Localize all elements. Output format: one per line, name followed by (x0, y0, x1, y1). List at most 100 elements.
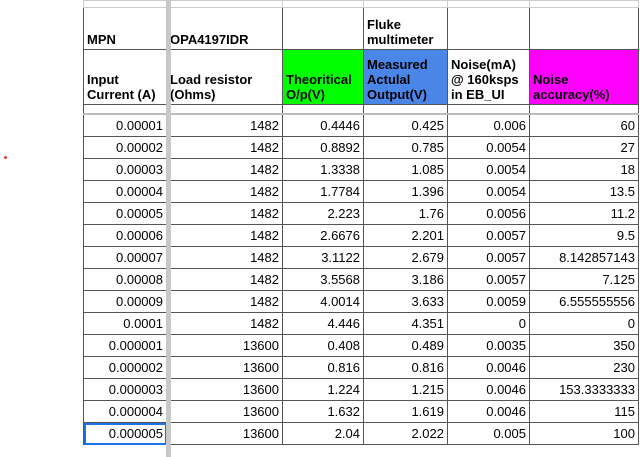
mpn-label[interactable]: MPN (83, 7, 167, 50)
cell-theoretical-output[interactable]: 0.816 (282, 356, 364, 379)
cell-load-resistor[interactable]: 1482 (166, 290, 283, 313)
cell-measured-output[interactable]: 2.201 (363, 224, 448, 247)
cell-noise-accuracy[interactable]: 7.125 (529, 268, 639, 291)
header-noise[interactable]: Noise(mA) @ 160ksps in EB_UI (447, 49, 530, 105)
cell-measured-output[interactable]: 0.785 (363, 136, 448, 159)
cell-load-resistor[interactable]: 1482 (166, 246, 283, 269)
cell-noise[interactable]: 0.0057 (447, 224, 530, 247)
fluke-label[interactable]: Fluke multimeter (363, 7, 448, 50)
cell-measured-output[interactable]: 1.085 (363, 158, 448, 181)
cell-input-current[interactable]: 0.00005 (83, 202, 167, 225)
cell-load-resistor[interactable]: 1482 (166, 312, 283, 335)
cell-noise[interactable]: 0.0046 (447, 356, 530, 379)
cell-input-current[interactable]: 0.00006 (83, 224, 167, 247)
cell-input-current[interactable]: 0.000001 (83, 334, 167, 357)
cell-load-resistor[interactable]: 13600 (166, 400, 283, 423)
cell-noise-accuracy[interactable]: 18 (529, 158, 639, 181)
cell-noise-accuracy[interactable]: 8.142857143 (529, 246, 639, 269)
cell-input-current[interactable]: 0.000004 (83, 400, 167, 423)
cell-noise-accuracy[interactable]: 13.5 (529, 180, 639, 203)
cell-measured-output[interactable]: 1.215 (363, 378, 448, 401)
empty-cell[interactable] (447, 7, 530, 50)
cell-load-resistor[interactable]: 1482 (166, 180, 283, 203)
cell-theoretical-output[interactable]: 1.224 (282, 378, 364, 401)
cell-measured-output[interactable]: 3.633 (363, 290, 448, 313)
cell-noise-accuracy[interactable]: 0 (529, 312, 639, 335)
cell-input-current[interactable]: 0.000005 (83, 422, 167, 445)
cell-theoretical-output[interactable]: 0.408 (282, 334, 364, 357)
cell-input-current[interactable]: 0.00001 (83, 113, 167, 137)
cell-theoretical-output[interactable]: 1.7784 (282, 180, 364, 203)
cell-noise-accuracy[interactable]: 115 (529, 400, 639, 423)
cell-noise[interactable]: 0.0054 (447, 180, 530, 203)
cell-noise-accuracy[interactable]: 9.5 (529, 224, 639, 247)
cell-theoretical-output[interactable]: 2.6676 (282, 224, 364, 247)
cell-load-resistor[interactable]: 13600 (166, 422, 283, 445)
freeze-pane-divider[interactable] (166, 0, 171, 457)
cell-load-resistor[interactable]: 1482 (166, 158, 283, 181)
spreadsheet-grid[interactable]: MPN OPA4197IDR Fluke multimeter Input Cu… (83, 0, 639, 445)
cell-input-current[interactable]: 0.00007 (83, 246, 167, 269)
cell-noise[interactable]: 0.0054 (447, 136, 530, 159)
cell-input-current[interactable]: 0.000003 (83, 378, 167, 401)
cell-measured-output[interactable]: 0.816 (363, 356, 448, 379)
cell-noise[interactable]: 0.0057 (447, 268, 530, 291)
cell-noise-accuracy[interactable]: 350 (529, 334, 639, 357)
cell-load-resistor[interactable]: 13600 (166, 356, 283, 379)
cell-theoretical-output[interactable]: 0.8892 (282, 136, 364, 159)
cell-noise-accuracy[interactable]: 6.555555556 (529, 290, 639, 313)
cell-noise[interactable]: 0.0059 (447, 290, 530, 313)
cell-noise-accuracy[interactable]: 11.2 (529, 202, 639, 225)
cell-measured-output[interactable]: 1.396 (363, 180, 448, 203)
cell-noise[interactable]: 0.0054 (447, 158, 530, 181)
cell-measured-output[interactable]: 1.76 (363, 202, 448, 225)
mpn-value[interactable]: OPA4197IDR (166, 7, 283, 50)
cell-noise-accuracy[interactable]: 230 (529, 356, 639, 379)
cell-input-current[interactable]: 0.00004 (83, 180, 167, 203)
header-input-current[interactable]: Input Current (A) (83, 49, 167, 105)
cell-noise[interactable]: 0.0056 (447, 202, 530, 225)
cell-theoretical-output[interactable]: 4.446 (282, 312, 364, 335)
header-noise-accuracy[interactable]: Noise accuracy(%) (529, 49, 639, 105)
cell-noise[interactable]: 0.005 (447, 422, 530, 445)
cell-input-current[interactable]: 0.00008 (83, 268, 167, 291)
cell-load-resistor[interactable]: 1482 (166, 136, 283, 159)
cell-theoretical-output[interactable]: 2.223 (282, 202, 364, 225)
cell-noise[interactable]: 0 (447, 312, 530, 335)
header-load-resistor[interactable]: Load resistor (Ohms) (166, 49, 283, 105)
cell-measured-output[interactable]: 0.489 (363, 334, 448, 357)
cell-measured-output[interactable]: 1.619 (363, 400, 448, 423)
cell-load-resistor[interactable]: 1482 (166, 113, 283, 137)
cell-load-resistor[interactable]: 13600 (166, 334, 283, 357)
empty-cell[interactable] (282, 7, 364, 50)
empty-cell[interactable] (529, 7, 639, 50)
cell-noise-accuracy[interactable]: 153.3333333 (529, 378, 639, 401)
cell-noise-accuracy[interactable]: 100 (529, 422, 639, 445)
cell-noise[interactable]: 0.006 (447, 113, 530, 137)
cell-load-resistor[interactable]: 1482 (166, 224, 283, 247)
header-measured[interactable]: Measured Actulal Output(V) (363, 49, 448, 105)
cell-input-current[interactable]: 0.000002 (83, 356, 167, 379)
cell-theoretical-output[interactable]: 3.1122 (282, 246, 364, 269)
cell-theoretical-output[interactable]: 4.0014 (282, 290, 364, 313)
cell-measured-output[interactable]: 2.679 (363, 246, 448, 269)
cell-theoretical-output[interactable]: 3.5568 (282, 268, 364, 291)
cell-theoretical-output[interactable]: 0.4446 (282, 113, 364, 137)
cell-noise[interactable]: 0.0035 (447, 334, 530, 357)
cell-theoretical-output[interactable]: 1.3338 (282, 158, 364, 181)
cell-theoretical-output[interactable]: 1.632 (282, 400, 364, 423)
cell-input-current[interactable]: 0.00002 (83, 136, 167, 159)
cell-measured-output[interactable]: 2.022 (363, 422, 448, 445)
cell-input-current[interactable]: 0.00009 (83, 290, 167, 313)
cell-input-current[interactable]: 0.0001 (83, 312, 167, 335)
cell-noise[interactable]: 0.0046 (447, 400, 530, 423)
cell-load-resistor[interactable]: 13600 (166, 378, 283, 401)
cell-theoretical-output[interactable]: 2.04 (282, 422, 364, 445)
cell-measured-output[interactable]: 3.186 (363, 268, 448, 291)
cell-noise[interactable]: 0.0046 (447, 378, 530, 401)
cell-noise-accuracy[interactable]: 27 (529, 136, 639, 159)
cell-load-resistor[interactable]: 1482 (166, 268, 283, 291)
cell-measured-output[interactable]: 0.425 (363, 113, 448, 137)
cell-input-current[interactable]: 0.00003 (83, 158, 167, 181)
header-theoretical[interactable]: Theoritical O/p(V) (282, 49, 364, 105)
